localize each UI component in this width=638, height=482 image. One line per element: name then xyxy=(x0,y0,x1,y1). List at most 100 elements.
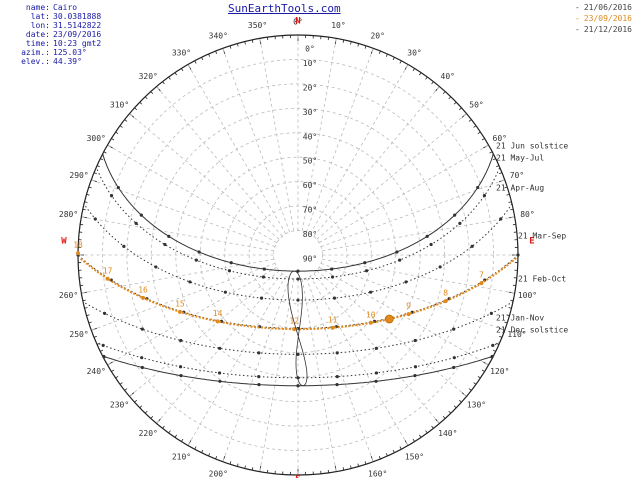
horizon-tick xyxy=(151,92,153,94)
azimuth-gridline xyxy=(310,276,408,445)
info-row: elev.:44.39° xyxy=(0,57,150,66)
horizon-tick xyxy=(89,187,92,188)
horizon-tick xyxy=(386,54,387,57)
horizon-tick xyxy=(459,108,461,110)
hour-dot xyxy=(167,235,170,238)
azimuth-label: 130° xyxy=(467,400,486,409)
hour-dot xyxy=(439,265,442,268)
elevation-label: 60° xyxy=(303,181,317,190)
hour-dot xyxy=(154,265,157,268)
current-day-hour-label: 7 xyxy=(479,271,484,280)
azimuth-label: 160° xyxy=(368,469,387,478)
current-day-hour-dot xyxy=(178,310,182,314)
azimuth-label: 140° xyxy=(438,429,457,438)
hour-dot xyxy=(335,383,338,386)
hour-dot xyxy=(363,261,366,264)
horizon-tick xyxy=(202,57,203,60)
hour-dot xyxy=(198,250,201,253)
elevation-label: 30° xyxy=(303,108,317,117)
hour-dot xyxy=(228,269,231,272)
current-day-hour-label: 12 xyxy=(289,317,299,326)
horizon-tick xyxy=(216,456,217,459)
horizon-tick xyxy=(140,102,142,104)
hour-dot xyxy=(141,366,144,369)
legend-item: -21/06/2016 xyxy=(575,3,632,13)
horizon-tick xyxy=(163,82,165,84)
azimuth-label: 30° xyxy=(407,49,421,58)
hour-dot xyxy=(260,297,263,300)
horizon-tick xyxy=(449,97,451,99)
azimuth-label: 230° xyxy=(110,400,129,409)
current-day-hour-dot xyxy=(141,296,145,300)
azimuth-gridline xyxy=(322,259,515,293)
azimuth-label: 260° xyxy=(59,291,78,300)
horizon-tick xyxy=(365,461,366,464)
horizon-tick xyxy=(175,73,177,75)
hour-dot xyxy=(414,339,417,342)
hour-dot xyxy=(296,384,299,387)
hour-dot xyxy=(263,267,266,270)
horizon-tick xyxy=(365,46,366,49)
azimuth-label: 250° xyxy=(69,330,88,339)
horizon-tick xyxy=(87,194,90,195)
horizon-tick xyxy=(116,132,118,134)
current-day-hour-label: 11 xyxy=(328,315,338,324)
hour-dot xyxy=(453,356,456,359)
current-day-hour-label: 16 xyxy=(138,285,148,294)
horizon-tick xyxy=(426,431,428,433)
horizon-tick xyxy=(507,194,510,195)
azimuth-gridline xyxy=(188,64,286,233)
horizon-tick xyxy=(169,77,171,79)
horizon-tick xyxy=(358,464,359,467)
azimuth-label: 120° xyxy=(490,367,509,376)
azimuth-gridline xyxy=(157,86,283,236)
elevation-label: 90° xyxy=(303,255,317,264)
azimuth-gridline xyxy=(107,145,276,243)
hour-dot xyxy=(375,371,378,374)
horizon-tick xyxy=(413,439,415,442)
elevation-label: 40° xyxy=(303,132,317,141)
horizon-tick xyxy=(499,336,502,337)
horizon-tick xyxy=(120,126,122,128)
horizon-tick xyxy=(393,450,394,453)
horizon-tick xyxy=(482,370,485,372)
horizon-tick xyxy=(202,450,203,453)
horizon-tick xyxy=(400,61,401,64)
horizon-tick xyxy=(94,336,97,337)
horizon-tick xyxy=(104,152,107,153)
azimuth-label: 10° xyxy=(331,21,345,30)
hour-dot xyxy=(94,217,97,220)
hour-dot xyxy=(141,328,144,331)
hour-dot xyxy=(179,374,182,377)
azimuth-label: 20° xyxy=(370,32,384,41)
info-row: name:Cairo xyxy=(0,3,150,12)
horizon-tick xyxy=(459,400,461,402)
current-day-hour-label: 15 xyxy=(175,299,185,308)
azimuth-label: 300° xyxy=(87,134,106,143)
hour-dot xyxy=(257,383,260,386)
current-day-hour-dot xyxy=(331,326,335,330)
azimuth-label: 80° xyxy=(520,210,534,219)
horizon-tick xyxy=(419,73,421,75)
horizon-tick xyxy=(237,464,238,467)
site-link[interactable]: SunEarthTools.com xyxy=(228,2,341,15)
horizon-tick xyxy=(496,166,499,167)
horizon-tick xyxy=(443,92,445,94)
hour-dot xyxy=(369,291,372,294)
azimuth-label: 40° xyxy=(441,72,455,81)
azimuth-gridline xyxy=(306,278,373,462)
azimuth-label: 240° xyxy=(87,367,106,376)
hour-dot xyxy=(452,366,455,369)
horizon-tick xyxy=(443,416,445,418)
cardinal-north: N xyxy=(295,17,300,27)
hour-dot xyxy=(179,339,182,342)
hour-dot xyxy=(257,351,260,354)
horizon-tick xyxy=(230,461,231,464)
info-value: 30.0381888 xyxy=(50,12,101,21)
horizon-tick xyxy=(120,383,122,385)
current-day-hour-label: 18 xyxy=(73,241,83,250)
info-row: date:23/09/2016 xyxy=(0,30,150,39)
info-label: lat: xyxy=(0,12,50,21)
hour-dot xyxy=(135,222,138,225)
